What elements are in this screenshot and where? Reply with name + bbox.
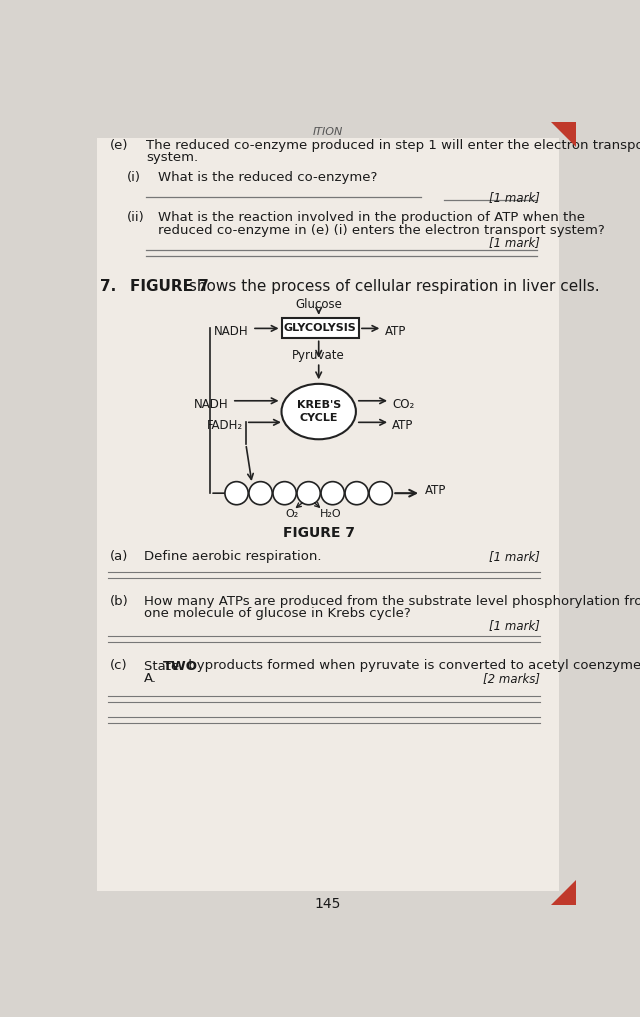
Text: shows the process of cellular respiration in liver cells.: shows the process of cellular respiratio…	[184, 279, 600, 294]
Text: (c): (c)	[109, 659, 127, 672]
Text: [1 mark]: [1 mark]	[489, 191, 540, 204]
Text: Glucose: Glucose	[295, 298, 342, 310]
Text: What is the reduced co-enzyme?: What is the reduced co-enzyme?	[157, 171, 377, 184]
Text: [1 mark]: [1 mark]	[489, 236, 540, 249]
Text: (ii): (ii)	[127, 212, 144, 225]
Text: What is the reaction involved in the production of ATP when the: What is the reaction involved in the pro…	[157, 212, 584, 225]
Text: CYCLE: CYCLE	[300, 413, 338, 423]
Text: (b): (b)	[109, 595, 128, 608]
Text: Define aerobic respiration.: Define aerobic respiration.	[143, 550, 321, 563]
Text: GLYCOLYSIS: GLYCOLYSIS	[284, 322, 356, 333]
Text: NADH: NADH	[194, 398, 229, 411]
Text: KREB'S: KREB'S	[296, 401, 341, 411]
Text: [1 mark]: [1 mark]	[489, 550, 540, 563]
Text: FADH₂: FADH₂	[207, 419, 243, 432]
Text: FIGURE 7: FIGURE 7	[131, 279, 209, 294]
Text: State: State	[143, 659, 183, 672]
Text: CO₂: CO₂	[392, 398, 415, 411]
Text: NADH: NADH	[214, 325, 249, 339]
Text: 7.: 7.	[100, 279, 116, 294]
Text: TWO: TWO	[163, 659, 198, 672]
Text: ATP: ATP	[385, 325, 406, 339]
Text: (i): (i)	[127, 171, 141, 184]
Polygon shape	[551, 122, 576, 146]
Text: [2 marks]: [2 marks]	[483, 672, 540, 684]
Text: ATP: ATP	[425, 484, 446, 497]
Text: [1 mark]: [1 mark]	[489, 619, 540, 633]
Text: system.: system.	[146, 152, 198, 165]
Circle shape	[273, 482, 296, 504]
Text: byproducts formed when pyruvate is converted to acetyl coenzyme: byproducts formed when pyruvate is conve…	[184, 659, 640, 672]
Text: one molecule of glucose in Krebs cycle?: one molecule of glucose in Krebs cycle?	[143, 607, 410, 620]
Text: A.: A.	[143, 672, 157, 684]
Circle shape	[249, 482, 272, 504]
Text: (a): (a)	[109, 550, 128, 563]
Text: Pyruvate: Pyruvate	[292, 349, 345, 362]
Circle shape	[321, 482, 344, 504]
Text: 145: 145	[315, 897, 341, 910]
Text: (e): (e)	[109, 139, 128, 152]
Circle shape	[225, 482, 248, 504]
Text: O₂: O₂	[285, 508, 298, 519]
Ellipse shape	[282, 383, 356, 439]
Text: How many ATPs are produced from the substrate level phosphorylation from: How many ATPs are produced from the subs…	[143, 595, 640, 608]
Text: H₂O: H₂O	[319, 508, 341, 519]
Polygon shape	[551, 881, 576, 905]
Circle shape	[369, 482, 392, 504]
Text: ITION: ITION	[313, 127, 343, 136]
Bar	[282, 318, 359, 339]
Circle shape	[297, 482, 320, 504]
Text: The reduced co-enzyme produced in step 1 will enter the electron transport: The reduced co-enzyme produced in step 1…	[146, 139, 640, 152]
Text: reduced co-enzyme in (e) (i) enters the electron transport system?: reduced co-enzyme in (e) (i) enters the …	[157, 224, 604, 237]
Text: FIGURE 7: FIGURE 7	[283, 526, 355, 540]
Text: ATP: ATP	[392, 419, 413, 432]
Circle shape	[345, 482, 368, 504]
